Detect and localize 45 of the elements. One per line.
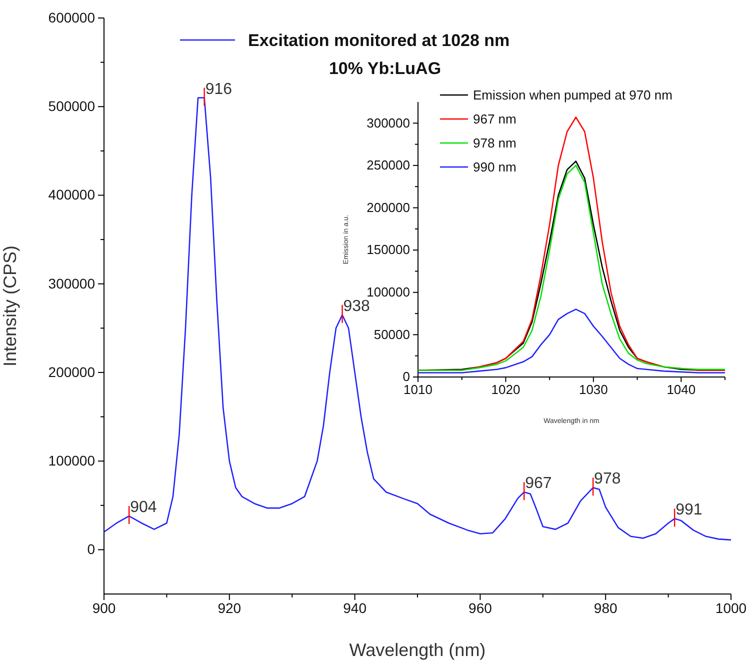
x-axis-title: Wavelength (nm) [349, 640, 486, 660]
y-tick-label: 300000 [366, 115, 410, 130]
y-tick-label: 100000 [48, 452, 96, 469]
peak-label: 967 [524, 475, 552, 500]
peak-label: 916 [204, 80, 232, 106]
x-tick-label: 1040 [666, 382, 696, 398]
peak-label: 938 [342, 298, 370, 323]
y-tick-label: 400000 [48, 186, 96, 203]
x-tick-label: 980 [594, 600, 618, 616]
x-tick-label: 1000 [715, 600, 747, 616]
y-tick-label: 150000 [366, 242, 410, 258]
y-tick-label: 500000 [48, 98, 96, 114]
annotation: 10% Yb:LuAG [328, 59, 442, 78]
x-tick-label: 960 [468, 600, 492, 616]
legend-label: 990 nm [473, 160, 516, 175]
y-tick-label: 100000 [366, 284, 410, 300]
annotation: 904 [130, 499, 157, 516]
x-tick-label: 900 [92, 600, 116, 616]
x-tick-label: 920 [218, 600, 242, 616]
legend-label: Excitation monitored at 1028 nm [248, 30, 510, 50]
annotation: 978 [594, 470, 621, 488]
legend-label: Emission when pumped at 970 nm [473, 88, 672, 103]
peak-label: 904 [128, 499, 157, 524]
y-tick-label: 250000 [366, 158, 410, 173]
x-tick-label: 1030 [578, 382, 608, 398]
y-axis-title: Intensity (CPS) [0, 245, 20, 367]
annotation: 916 [205, 80, 232, 98]
x-tick-label: 1020 [491, 382, 520, 398]
x-tick-label: 940 [343, 600, 367, 616]
y-tick-label: 600000 [48, 9, 96, 26]
annotation: 938 [343, 298, 370, 315]
y-tick-label: 50000 [374, 326, 410, 342]
y-tick-label: 0 [402, 369, 410, 384]
legend-label: 978 nm [473, 136, 516, 151]
y-tick-label: 300000 [48, 275, 96, 292]
x-tick-label: 1010 [404, 382, 432, 398]
peak-label: 978 [592, 470, 621, 496]
legend-label: 967 nm [473, 112, 516, 127]
line-series [417, 308, 726, 374]
peak-label: 991 [674, 502, 702, 527]
annotation: 967 [525, 475, 552, 492]
y-tick-label: 200000 [48, 364, 96, 380]
y-tick-label: 200000 [366, 200, 410, 215]
y-tick-label: 0 [87, 541, 96, 558]
annotation: 991 [676, 502, 702, 519]
